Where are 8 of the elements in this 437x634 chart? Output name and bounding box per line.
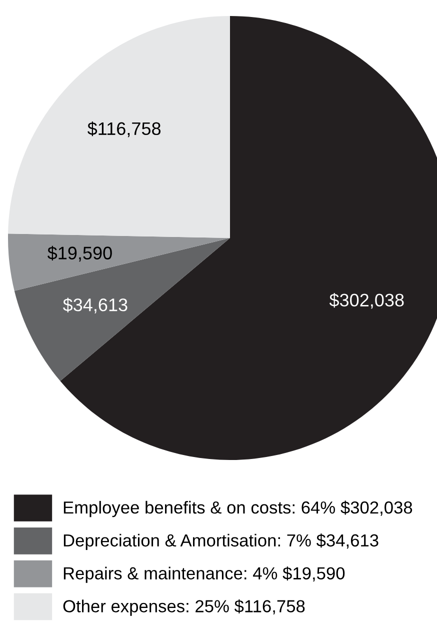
data-label: $302,038	[329, 292, 404, 309]
data-label: $116,758	[88, 122, 161, 138]
data-label: $19,590	[48, 246, 112, 262]
legend-label: Depreciation & Amortisation: 7% $34,613	[64, 534, 378, 550]
legend-label: Employee benefits & on costs: 64% $302,038	[64, 500, 412, 518]
legend-label: Other expenses: 25% $116,758	[63, 599, 305, 616]
legend-label: Repairs & maintenance: 4% $19,590	[64, 566, 345, 583]
data-label: $34,613	[62, 298, 128, 314]
